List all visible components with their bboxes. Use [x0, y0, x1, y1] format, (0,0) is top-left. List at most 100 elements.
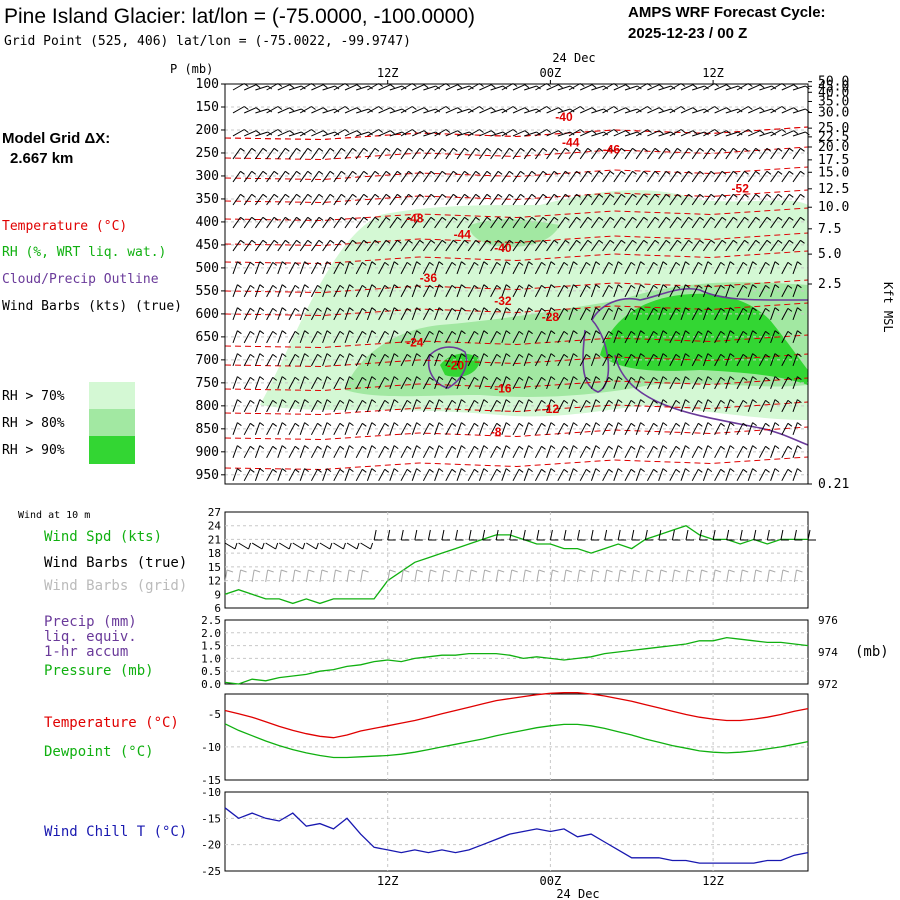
wind-barb	[736, 261, 748, 275]
cloud-outline-mid	[582, 319, 610, 393]
wind-barb	[322, 85, 340, 91]
wind-barb	[680, 239, 693, 252]
wind-barb	[692, 131, 709, 137]
wind-barb	[344, 170, 357, 183]
wind-barb	[546, 399, 556, 413]
wind-barb	[355, 307, 367, 321]
wind-barb	[646, 307, 658, 321]
wind-barb	[445, 261, 457, 275]
wind-barb	[546, 445, 556, 458]
wind-barb	[568, 422, 578, 435]
wind-barb	[501, 193, 514, 206]
wind-barb	[254, 330, 265, 344]
wind-barb	[232, 468, 242, 481]
wind-barb	[557, 284, 569, 298]
wind-barb	[490, 131, 508, 137]
wind-barb	[680, 468, 690, 481]
wind-barb	[770, 307, 780, 321]
wind-barb	[254, 239, 268, 252]
wind-barb	[714, 261, 726, 275]
wind-barb	[333, 170, 346, 183]
wind-barb-true	[563, 529, 572, 541]
wind-barb	[310, 307, 322, 321]
wind-barb	[266, 106, 283, 114]
wind-barb	[546, 239, 559, 252]
wind-barb	[714, 239, 727, 252]
series-line	[224, 692, 809, 739]
wind-barb	[411, 399, 421, 413]
wind-barb-grid	[766, 569, 776, 583]
wind-barb	[658, 468, 668, 481]
wind-barb	[579, 107, 597, 114]
wind-barb	[770, 261, 780, 275]
wind-barb	[624, 399, 636, 413]
wind-barb	[411, 330, 421, 344]
wind-barb	[624, 353, 636, 367]
wind-barb	[478, 284, 489, 298]
wind-barb	[366, 284, 377, 298]
pressure-tick-label: 950	[196, 468, 219, 483]
wind-barb	[299, 261, 309, 275]
wind-barb	[736, 468, 748, 482]
wind-barb	[344, 422, 354, 435]
wind-barb	[602, 353, 614, 367]
wind-barb	[702, 216, 716, 229]
wind-barb	[266, 422, 278, 436]
wind-barb	[366, 170, 380, 183]
wind-barb	[422, 376, 434, 390]
cross-section-panel: -40 -44 -46 -52 -48 -44 -40 -36 -32 -28 -24 -20 -16 -…	[196, 75, 850, 492]
right-tick-label: 976	[818, 614, 838, 627]
wind-barb	[310, 147, 324, 160]
wind-barb	[389, 193, 402, 206]
wind-barb	[490, 307, 502, 321]
wind-barb	[277, 130, 295, 137]
value-tick-label: -25	[201, 865, 221, 878]
wind-barb	[680, 84, 698, 91]
wind-barb	[546, 422, 556, 435]
wind-barb	[333, 422, 345, 436]
wind-barb	[378, 330, 390, 344]
wind-barb	[590, 330, 601, 344]
wind-barb	[344, 107, 362, 114]
wind-barb	[254, 445, 265, 458]
wind-barbs	[232, 83, 810, 482]
wind-barb	[411, 284, 421, 298]
wind-barb	[613, 422, 623, 435]
wind-barb	[277, 445, 287, 458]
wind-barb	[288, 147, 301, 160]
wind-barb	[646, 147, 660, 160]
wind-barb	[255, 85, 273, 91]
wind-barb	[322, 330, 332, 344]
wind-barb	[456, 445, 466, 458]
wind-barb	[277, 170, 290, 183]
wind-barb	[624, 108, 642, 114]
wind-barb	[445, 353, 457, 367]
height-tick-label: 10.0	[818, 200, 849, 215]
wind-barb	[535, 129, 552, 137]
height-tick-label: 2.5	[818, 277, 841, 292]
wind-barb	[669, 330, 681, 344]
wind-barb	[579, 307, 591, 321]
wind-barb	[523, 376, 533, 390]
wind-barb	[781, 353, 793, 367]
wind-barb	[254, 353, 265, 367]
wind-barb	[691, 216, 705, 229]
wind-barb	[389, 399, 399, 413]
wind-barb	[277, 107, 295, 114]
wind-barb-grid	[685, 569, 695, 583]
pressure-tick-label: 450	[196, 238, 219, 253]
wind-barb	[243, 130, 261, 137]
wind-barb	[725, 376, 735, 390]
wind-barb-true	[238, 542, 252, 550]
wind-barb-true	[346, 542, 360, 550]
wind-barb	[669, 193, 682, 206]
wind-barb	[344, 376, 354, 390]
precip-legend-3: 1-hr accum	[44, 644, 128, 660]
wind-barb	[243, 307, 255, 321]
pressure-axis-label: P (mb)	[170, 62, 213, 76]
wind-barb	[590, 147, 604, 160]
page-title: Pine Island Glacier: lat/lon = (-75.0000…	[4, 5, 475, 28]
wind-barb	[546, 307, 556, 321]
wind-barb	[535, 106, 552, 114]
wind-barb	[691, 284, 703, 298]
